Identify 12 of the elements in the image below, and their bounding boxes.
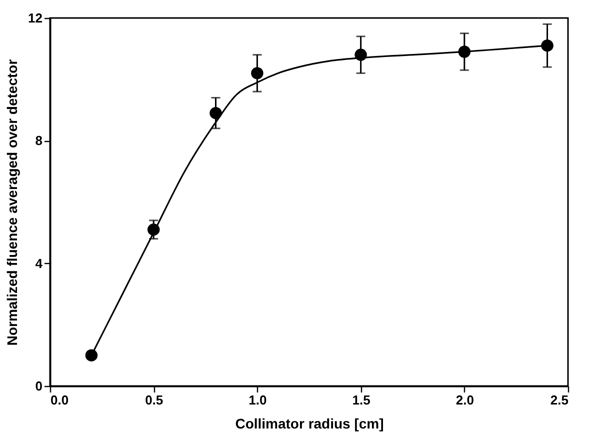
y-tick-label: 12 — [28, 10, 42, 26]
x-tick-label: 1.0 — [248, 392, 267, 408]
x-tick-label: 2.0 — [456, 392, 474, 408]
y-tick-label: 4 — [35, 256, 44, 271]
x-tick-label: 0.5 — [145, 392, 164, 408]
x-tick-label: 2.5 — [550, 392, 568, 408]
x-axis-title: Collimator radius [cm] — [235, 416, 384, 432]
y-tick-label: 0 — [35, 378, 42, 394]
y-axis-title: Normalized fluence averaged over detector — [4, 58, 20, 346]
x-tick-label: 1.5 — [352, 392, 370, 408]
x-tick-label: 0.0 — [50, 392, 69, 408]
y-tick-label: 8 — [35, 133, 42, 148]
